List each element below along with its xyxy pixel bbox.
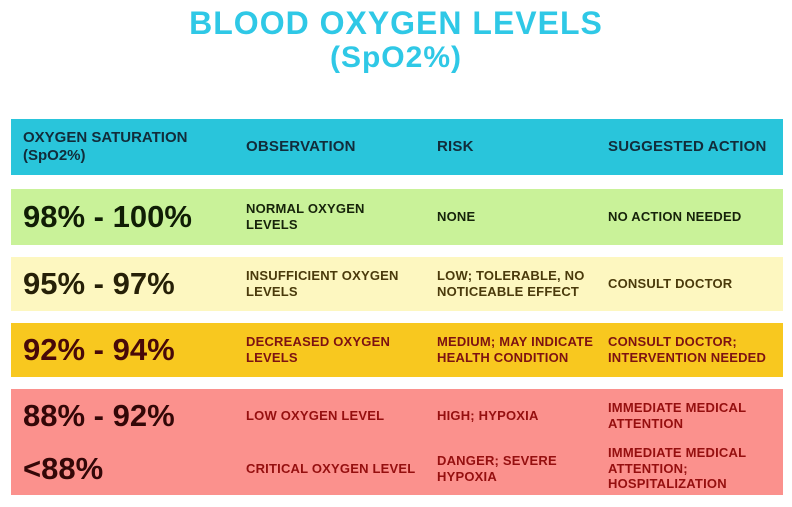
action-cell: IMMEDIATE MEDICAL ATTENTION <box>608 399 747 431</box>
risk-cell: MEDIUM; MAY INDICATE HEALTH CONDITION <box>437 334 594 365</box>
spo2-table: OXYGEN SATURATION (SpO2%) OBSERVATION RI… <box>11 119 783 507</box>
observation-cell: DECREASED OXYGEN LEVELS <box>246 334 391 365</box>
header-risk: RISK <box>437 138 474 155</box>
observation-cell: NORMAL OXYGEN LEVELS <box>246 201 365 232</box>
title-line-1: BLOOD OXYGEN LEVELS <box>189 5 603 41</box>
action-cell: CONSULT DOCTOR <box>608 276 733 292</box>
header-observation: OBSERVATION <box>246 138 356 155</box>
observation-cell: LOW OXYGEN LEVEL <box>246 407 385 423</box>
risk-cell: HIGH; HYPOXIA <box>437 407 539 423</box>
action-cell: CONSULT DOCTOR; INTERVENTION NEEDED <box>608 334 767 365</box>
page-title: BLOOD OXYGEN LEVELS (SpO2%) <box>0 0 792 75</box>
observation-cell: INSUFFICIENT OXYGEN LEVELS <box>246 268 399 299</box>
risk-cell: NONE <box>437 209 476 225</box>
table-row-low-and-critical: 88% - 92% LOW OXYGEN LEVEL HIGH; HYPOXIA… <box>11 389 783 495</box>
action-cell: NO ACTION NEEDED <box>608 209 742 225</box>
saturation-range: 98% - 100% <box>23 199 192 235</box>
header-oxygen-saturation: OXYGEN SATURATION (SpO2%) <box>23 129 188 164</box>
title-line-2: (SpO2%) <box>329 41 462 75</box>
saturation-range: 88% - 92% <box>23 397 175 433</box>
saturation-range: 92% - 94% <box>23 332 175 368</box>
table-row-decreased: 92% - 94% DECREASED OXYGEN LEVELS MEDIUM… <box>11 323 783 377</box>
saturation-range: 95% - 97% <box>23 266 175 302</box>
table-row-normal: 98% - 100% NORMAL OXYGEN LEVELS NONE NO … <box>11 189 783 245</box>
saturation-range: <88% <box>23 450 104 486</box>
table-row-insufficient: 95% - 97% INSUFFICIENT OXYGEN LEVELS LOW… <box>11 257 783 311</box>
action-cell: IMMEDIATE MEDICAL ATTENTION; HOSPITALIZA… <box>608 444 747 492</box>
observation-cell: CRITICAL OXYGEN LEVEL <box>246 460 416 476</box>
risk-cell: DANGER; SEVERE HYPOXIA <box>437 452 557 484</box>
risk-cell: LOW; TOLERABLE, NO NOTICEABLE EFFECT <box>437 268 585 299</box>
table-header-row: OXYGEN SATURATION (SpO2%) OBSERVATION RI… <box>11 119 783 175</box>
header-suggested-action: SUGGESTED ACTION <box>608 138 767 155</box>
